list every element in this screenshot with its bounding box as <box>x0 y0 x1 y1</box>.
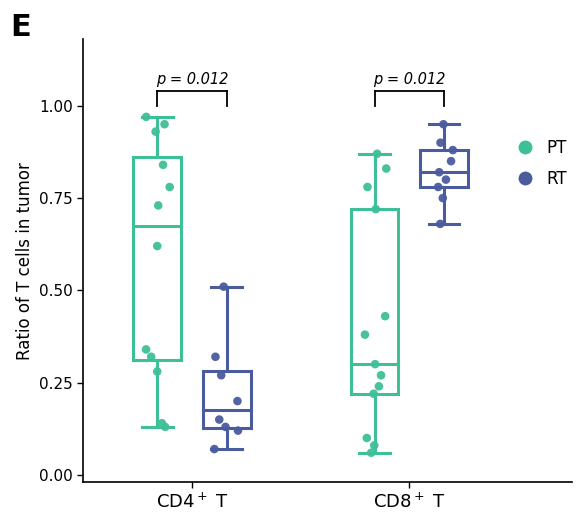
Point <box>433 183 443 191</box>
Point <box>157 419 166 427</box>
Point <box>142 113 151 121</box>
Point <box>362 434 372 442</box>
Point <box>233 426 243 435</box>
Point <box>360 330 370 339</box>
Bar <box>350 209 399 394</box>
Legend: PT, RT: PT, RT <box>502 132 574 194</box>
Point <box>436 139 445 147</box>
Bar <box>203 370 250 428</box>
Point <box>211 353 220 361</box>
Point <box>210 445 219 453</box>
Point <box>446 157 456 165</box>
Y-axis label: Ratio of T cells in tumor: Ratio of T cells in tumor <box>16 162 34 360</box>
Point <box>146 353 156 361</box>
Point <box>371 205 380 213</box>
Point <box>448 146 457 154</box>
Point <box>152 242 162 250</box>
Point <box>152 367 162 376</box>
Point <box>165 183 175 191</box>
Point <box>372 150 382 158</box>
Point <box>435 168 444 177</box>
Point <box>382 164 391 173</box>
Point <box>219 282 228 291</box>
Point <box>369 389 378 398</box>
Point <box>441 175 450 184</box>
Point <box>216 371 226 379</box>
Point <box>438 194 447 202</box>
Point <box>436 220 445 228</box>
Point <box>151 128 161 136</box>
Point <box>369 441 379 450</box>
Bar <box>133 157 181 360</box>
Point <box>380 312 390 320</box>
Text: p = 0.012: p = 0.012 <box>156 72 228 86</box>
Point <box>370 360 380 368</box>
Point <box>215 415 224 424</box>
Point <box>233 397 242 405</box>
Point <box>153 201 163 210</box>
Point <box>439 120 448 129</box>
Point <box>141 345 151 354</box>
Text: p = 0.012: p = 0.012 <box>373 72 446 86</box>
Point <box>363 183 372 191</box>
Point <box>161 423 170 431</box>
Point <box>158 161 168 169</box>
Point <box>221 423 230 431</box>
Point <box>160 120 169 129</box>
Text: E: E <box>10 13 31 42</box>
Point <box>374 382 383 391</box>
Point <box>376 371 386 379</box>
Bar <box>420 150 468 187</box>
Point <box>366 448 376 457</box>
